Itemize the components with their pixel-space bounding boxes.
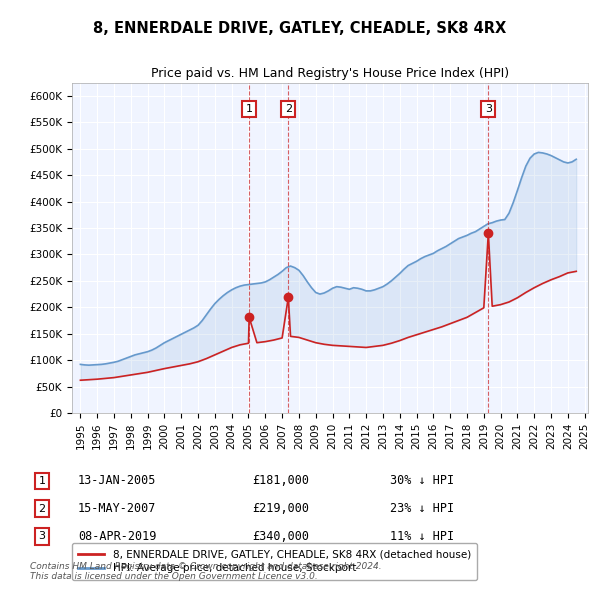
- Text: 3: 3: [485, 104, 492, 114]
- Legend: 8, ENNERDALE DRIVE, GATLEY, CHEADLE, SK8 4RX (detached house), HPI: Average pric: 8, ENNERDALE DRIVE, GATLEY, CHEADLE, SK8…: [72, 543, 477, 579]
- Text: 8, ENNERDALE DRIVE, GATLEY, CHEADLE, SK8 4RX: 8, ENNERDALE DRIVE, GATLEY, CHEADLE, SK8…: [94, 21, 506, 35]
- Text: 13-JAN-2005: 13-JAN-2005: [78, 474, 157, 487]
- Text: 3: 3: [38, 532, 46, 541]
- Text: 11% ↓ HPI: 11% ↓ HPI: [390, 530, 454, 543]
- Text: £219,000: £219,000: [252, 502, 309, 515]
- Text: 1: 1: [245, 104, 253, 114]
- Text: 30% ↓ HPI: 30% ↓ HPI: [390, 474, 454, 487]
- Text: £340,000: £340,000: [252, 530, 309, 543]
- Text: 15-MAY-2007: 15-MAY-2007: [78, 502, 157, 515]
- Text: 2: 2: [285, 104, 292, 114]
- Text: 23% ↓ HPI: 23% ↓ HPI: [390, 502, 454, 515]
- Text: 1: 1: [38, 476, 46, 486]
- Text: £181,000: £181,000: [252, 474, 309, 487]
- Text: Contains HM Land Registry data © Crown copyright and database right 2024.
This d: Contains HM Land Registry data © Crown c…: [30, 562, 382, 581]
- Title: Price paid vs. HM Land Registry's House Price Index (HPI): Price paid vs. HM Land Registry's House …: [151, 67, 509, 80]
- Text: 2: 2: [38, 504, 46, 513]
- Text: 08-APR-2019: 08-APR-2019: [78, 530, 157, 543]
